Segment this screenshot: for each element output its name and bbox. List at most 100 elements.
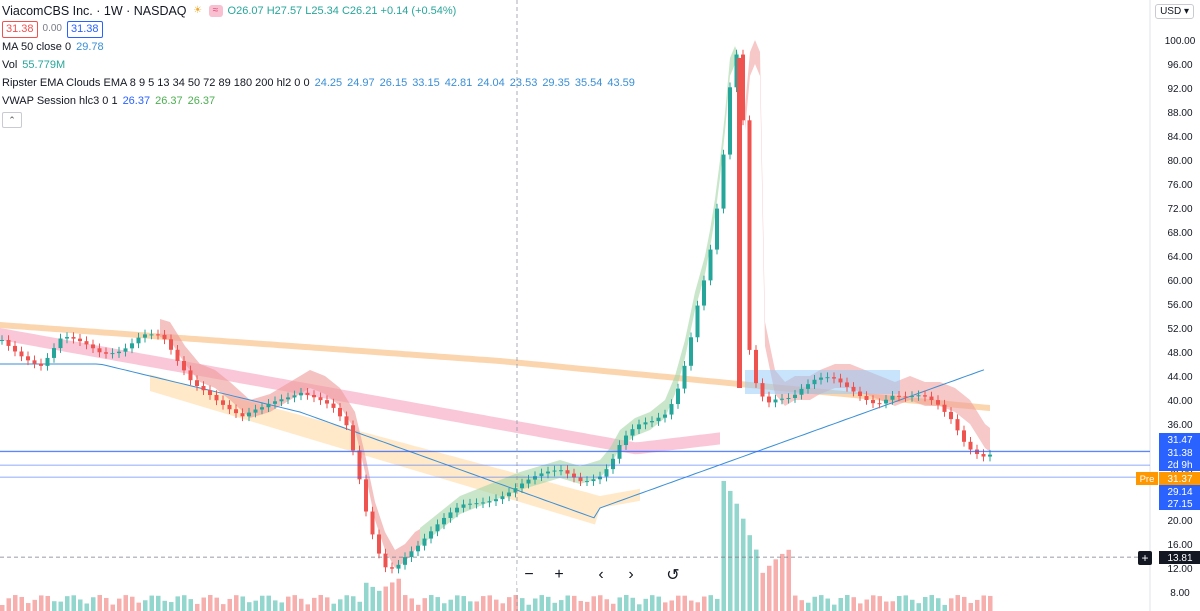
chevron-up-icon: ⌃	[8, 115, 16, 125]
candle	[786, 398, 791, 400]
plus-icon: +	[1141, 551, 1148, 565]
volume-bar	[214, 597, 219, 611]
volume-bar	[104, 597, 109, 611]
volume-bar	[786, 549, 791, 611]
volume-bar	[32, 599, 37, 611]
axis-tick-label: 48.00	[1167, 348, 1192, 359]
candle	[448, 512, 453, 518]
indicator-ma[interactable]: MA 50 close 0 29.78	[2, 38, 635, 56]
axis-tick-label: 76.00	[1167, 180, 1192, 191]
candle	[13, 345, 17, 352]
volume-bar	[741, 518, 746, 611]
candle	[71, 337, 76, 339]
candle	[819, 377, 823, 380]
candle	[591, 479, 596, 482]
volume-bar	[130, 596, 135, 611]
price-tag[interactable]	[1159, 551, 1200, 564]
candle	[695, 305, 700, 338]
indicator-value: 23.53	[509, 77, 538, 89]
candle	[468, 503, 472, 505]
candle	[949, 411, 953, 420]
scroll-left-button[interactable]: ‹	[589, 563, 613, 587]
volume-bar	[507, 597, 512, 611]
axis-tick-label: 20.00	[1167, 516, 1192, 527]
volume-bar	[149, 595, 154, 611]
collapse-legend-button[interactable]: ⌃	[2, 112, 22, 128]
candle	[104, 352, 108, 354]
indicator-ema-clouds[interactable]: Ripster EMA Clouds EMA 8 9 5 13 34 50 72…	[2, 74, 635, 92]
candle	[910, 396, 914, 398]
buy-price-box[interactable]: 31.38	[67, 20, 103, 38]
price-tag-label: 27.15	[1167, 499, 1192, 510]
price-tag[interactable]	[1159, 485, 1200, 498]
volume-bar	[58, 601, 63, 611]
price-tag[interactable]	[1159, 433, 1200, 446]
axis-tick-label: 80.00	[1167, 156, 1192, 167]
price-tag[interactable]	[1159, 472, 1200, 485]
candle	[292, 395, 297, 398]
candle	[884, 399, 888, 404]
price-tag[interactable]	[1159, 458, 1200, 471]
candle	[552, 470, 557, 472]
volume-bar	[182, 595, 187, 611]
candle	[201, 385, 206, 391]
volume-bar	[370, 586, 375, 611]
sun-icon[interactable]: ☀	[193, 5, 203, 16]
add-alert-button[interactable]	[1138, 551, 1152, 565]
volume-bar	[162, 600, 167, 611]
chevron-right-icon: ›	[628, 566, 634, 583]
volume-bar	[689, 600, 694, 611]
sell-price-box[interactable]: 31.38	[2, 20, 38, 38]
candle	[546, 471, 550, 474]
volume-bar	[552, 602, 557, 611]
chevron-down-icon: ▾	[1183, 6, 1189, 17]
reset-chart-button[interactable]: ↺	[661, 563, 685, 587]
axis-tick-label: 8.00	[1170, 588, 1190, 599]
volume-bar	[448, 599, 453, 611]
volume-bar	[136, 602, 141, 611]
candle	[84, 341, 89, 345]
volume-bar	[747, 535, 752, 611]
volume-bar	[71, 595, 76, 611]
candle	[286, 397, 290, 400]
wave-icon[interactable]: ≈	[208, 5, 223, 17]
volume-bar	[799, 600, 804, 611]
volume-bar	[396, 578, 401, 611]
candle	[702, 280, 706, 306]
candle	[396, 564, 401, 569]
candle	[897, 395, 901, 397]
candle	[325, 400, 329, 404]
zoom-out-button[interactable]: −	[517, 563, 541, 587]
volume-bar	[793, 595, 798, 611]
volume-bar	[429, 595, 434, 611]
volume-bar	[292, 595, 297, 611]
candle	[864, 396, 869, 400]
price-tag[interactable]	[1159, 446, 1200, 459]
volume-bar	[929, 595, 934, 611]
price-tag[interactable]	[1159, 497, 1200, 510]
ema-cloud	[745, 40, 990, 452]
indicator-value: 24.97	[347, 77, 375, 89]
scroll-right-button[interactable]: ›	[619, 563, 643, 587]
candle	[442, 517, 446, 525]
candle	[175, 349, 180, 361]
volume-bar	[721, 480, 726, 611]
volume-bar	[6, 598, 11, 611]
candle	[643, 422, 648, 425]
zoom-in-icon: +	[554, 566, 564, 583]
indicator-vol[interactable]: Vol 55.779M	[2, 56, 635, 74]
volume-bar	[357, 601, 362, 611]
candle	[715, 208, 719, 250]
indicator-vwap[interactable]: VWAP Session hlc3 0 1 26.37 26.37 26.37	[2, 92, 635, 110]
currency-selector[interactable]: USD ▾	[1155, 4, 1194, 19]
zoom-in-button[interactable]: +	[547, 563, 571, 587]
volume-bar	[253, 600, 258, 611]
candle	[403, 557, 407, 565]
volume-bar	[260, 595, 265, 611]
symbol-title[interactable]: ViacomCBS Inc. · 1W · NASDAQ	[2, 4, 187, 18]
candle	[851, 386, 856, 392]
volume-bar	[897, 596, 902, 611]
axis-tick-label: 100.00	[1165, 36, 1196, 47]
candle	[182, 360, 186, 371]
